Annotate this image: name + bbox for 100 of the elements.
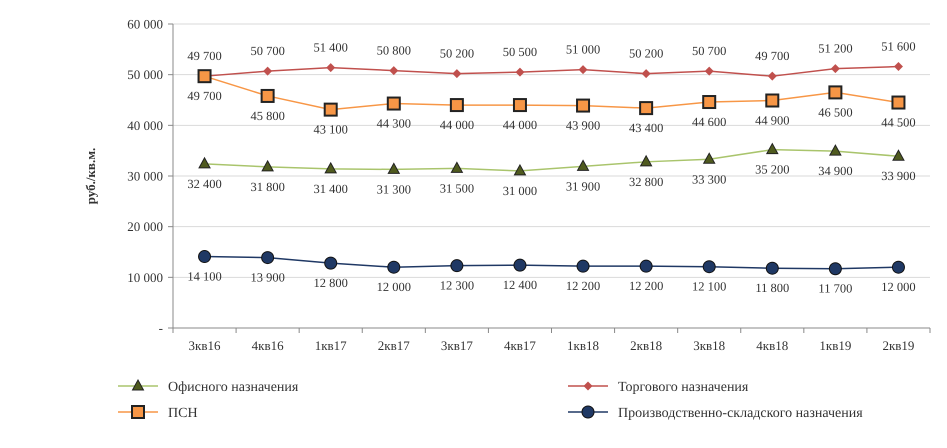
data-label: 50 200 xyxy=(628,46,664,61)
point xyxy=(326,63,336,72)
data-label: 43 900 xyxy=(566,118,600,133)
point xyxy=(766,262,779,275)
x-tick-label: 1кв19 xyxy=(819,338,852,353)
data-label: 50 700 xyxy=(250,44,285,58)
point xyxy=(576,260,590,273)
x-tick-label: 4кв17 xyxy=(504,338,536,353)
x-tick-label: 4кв18 xyxy=(756,338,788,353)
data-label: 50 500 xyxy=(502,45,538,60)
data-label: 13 900 xyxy=(250,270,285,285)
legend-label: Офисного назначения xyxy=(168,380,299,395)
point xyxy=(765,94,780,108)
point xyxy=(512,98,527,112)
data-label: 44 300 xyxy=(376,116,411,131)
data-label: 45 800 xyxy=(250,108,285,123)
data-label: 35 200 xyxy=(755,162,790,177)
data-label: 34 900 xyxy=(818,164,853,178)
data-label: 33 900 xyxy=(881,169,916,184)
point xyxy=(387,260,400,274)
point xyxy=(324,256,338,270)
data-label: 31 300 xyxy=(376,182,411,196)
data-label: 50 800 xyxy=(376,44,411,58)
point xyxy=(260,88,275,103)
point xyxy=(513,258,526,272)
data-label: 44 500 xyxy=(881,116,916,130)
point xyxy=(450,98,464,112)
legend-label: ПСН xyxy=(168,406,198,421)
data-label: 51 200 xyxy=(818,42,853,56)
y-tick-label: 60 000 xyxy=(127,16,163,32)
data-label: 51 000 xyxy=(566,42,600,57)
point xyxy=(639,101,654,116)
x-tick-label: 3кв16 xyxy=(188,338,222,353)
data-label: 43 400 xyxy=(628,121,664,136)
point xyxy=(389,66,398,76)
point xyxy=(702,95,716,110)
data-label: 12 200 xyxy=(628,279,664,294)
y-tick-label: 40 000 xyxy=(127,118,163,133)
x-tick-label: 2кв17 xyxy=(378,338,410,353)
data-label: 31 800 xyxy=(250,180,285,194)
x-tick-label: 4кв16 xyxy=(252,338,284,353)
data-label: 43 100 xyxy=(314,122,348,137)
point xyxy=(578,65,588,74)
point xyxy=(891,96,906,110)
point xyxy=(452,69,462,78)
data-label: 12 200 xyxy=(566,279,600,294)
data-label: 12 100 xyxy=(692,280,726,294)
point xyxy=(198,69,212,84)
point xyxy=(828,85,842,100)
data-label: 31 000 xyxy=(502,184,538,198)
data-label: 50 700 xyxy=(692,44,726,58)
x-tick-label: 2кв19 xyxy=(882,338,914,353)
data-label: 14 100 xyxy=(187,270,222,284)
point xyxy=(576,98,590,113)
point xyxy=(324,102,338,117)
data-label: 11 700 xyxy=(818,282,852,296)
point xyxy=(894,62,903,72)
point xyxy=(515,68,524,77)
legend-label: Производственно-складского назначения xyxy=(618,406,864,421)
data-label: 51 600 xyxy=(881,40,916,54)
point xyxy=(640,260,653,273)
data-label: 51 400 xyxy=(314,40,348,55)
data-label: 49 700 xyxy=(187,89,222,104)
y-tick-label: - xyxy=(158,320,163,336)
x-tick-label: 1кв17 xyxy=(314,338,348,353)
point xyxy=(450,259,464,272)
data-label: 44 900 xyxy=(755,114,790,128)
x-tick-label: 3кв18 xyxy=(693,338,726,353)
data-label: 50 200 xyxy=(440,46,474,61)
point xyxy=(263,66,272,76)
point xyxy=(892,260,905,274)
y-tick-label: 30 000 xyxy=(127,168,163,184)
y-tick-label: 10 000 xyxy=(127,270,163,285)
data-label: 32 800 xyxy=(628,174,664,189)
data-label: 32 400 xyxy=(187,176,222,191)
data-label: 33 300 xyxy=(692,172,726,186)
data-label: 49 700 xyxy=(187,49,222,64)
data-label: 31 400 xyxy=(314,182,348,196)
data-label: 11 800 xyxy=(755,281,790,296)
data-label: 44 000 xyxy=(502,118,538,132)
legend-label: Торгового назначения xyxy=(618,380,749,395)
data-label: 31 500 xyxy=(440,181,474,196)
data-label: 44 000 xyxy=(440,118,474,132)
data-label: 12 000 xyxy=(881,280,916,294)
point xyxy=(702,260,716,274)
point xyxy=(828,262,842,276)
y-axis-title: руб./кв.м. xyxy=(83,148,98,204)
point xyxy=(198,250,212,264)
data-label: 12 800 xyxy=(314,276,348,290)
point xyxy=(261,251,274,264)
point xyxy=(386,96,401,111)
data-label: 49 700 xyxy=(755,49,790,64)
x-tick-label: 2кв18 xyxy=(630,338,662,353)
point xyxy=(642,69,651,78)
y-tick-label: 50 000 xyxy=(127,67,163,82)
data-label: 12 000 xyxy=(376,280,411,294)
y-tick-label: 20 000 xyxy=(127,219,163,234)
point xyxy=(830,64,840,74)
x-tick-label: 3кв17 xyxy=(440,338,474,353)
data-label: 46 500 xyxy=(818,105,853,120)
